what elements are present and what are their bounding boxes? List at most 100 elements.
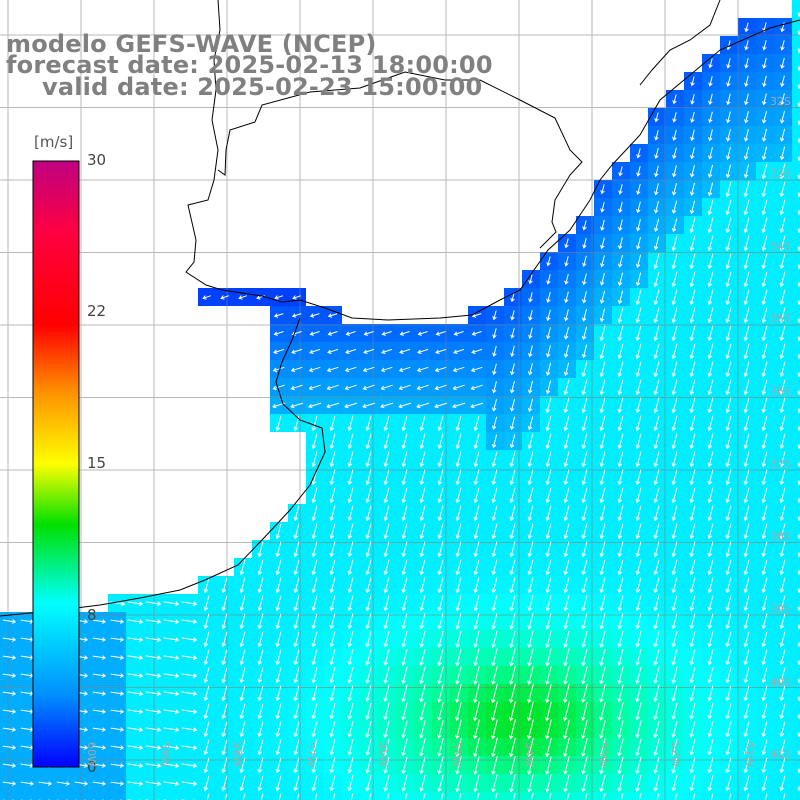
wind-arrow: [653, 738, 660, 757]
wind-arrow: [671, 757, 678, 774]
wind-cell: [540, 792, 558, 800]
wind-arrow: [545, 755, 552, 775]
wind-arrow: [311, 631, 318, 648]
wind-arrow: [309, 331, 320, 336]
wind-arrow: [2, 709, 17, 714]
wind-arrow: [779, 667, 786, 684]
wind-arrow: [470, 366, 483, 373]
wind-arrow: [653, 577, 660, 594]
wind-arrow: [110, 619, 125, 624]
wind-arrow: [599, 272, 605, 286]
wind-arrow: [329, 469, 336, 486]
wind-cell: [252, 792, 270, 800]
wind-arrow: [419, 738, 426, 757]
wind-arrow: [239, 739, 246, 756]
wind-arrow: [92, 709, 107, 714]
wind-arrow: [761, 433, 768, 450]
wind-arrow: [416, 402, 430, 409]
wind-arrow: [545, 523, 552, 540]
wind-cell: [792, 36, 800, 54]
wind-arrow: [672, 94, 677, 105]
wind-arrow: [368, 793, 372, 800]
wind-arrow: [491, 577, 498, 594]
wind-arrow: [689, 200, 696, 215]
wind-arrow: [635, 505, 642, 522]
wind-arrow: [239, 595, 246, 612]
wind-arrow: [653, 415, 660, 432]
wind-arrow: [779, 379, 786, 396]
wind-arrow: [257, 631, 264, 648]
lon-label-57w: 57W: [304, 742, 317, 767]
wind-arrow: [761, 451, 768, 468]
wind-arrow: [492, 363, 497, 376]
wind-arrow: [163, 709, 180, 714]
colorbar-tick-0: 0: [87, 758, 97, 776]
wind-arrow: [458, 792, 462, 800]
wind-arrow: [689, 631, 696, 648]
wind-arrow: [491, 630, 498, 649]
wind-arrow: [290, 366, 303, 373]
wind-arrow: [291, 348, 303, 354]
wind-arrow: [617, 505, 624, 522]
wind-arrow: [617, 325, 624, 342]
wind-arrow: [329, 487, 336, 504]
wind-arrow: [563, 362, 570, 377]
wind-arrow: [362, 366, 375, 373]
wind-arrow: [491, 469, 498, 486]
wind-arrow: [260, 793, 264, 800]
wind-cell: [792, 360, 800, 378]
wind-cell: [378, 792, 396, 800]
wind-arrow: [635, 648, 642, 666]
wind-arrow: [689, 739, 696, 756]
wind-arrow: [635, 684, 642, 703]
wind-arrow: [163, 673, 180, 678]
wind-cell: [792, 378, 800, 396]
wind-arrow: [563, 774, 570, 793]
wind-arrow: [203, 685, 210, 702]
wind-arrow: [545, 613, 552, 630]
wind-arrow: [527, 541, 534, 558]
wind-arrow: [563, 595, 570, 612]
wind-arrow: [635, 254, 642, 269]
wind-arrow: [563, 344, 570, 359]
wind-arrow: [527, 719, 534, 740]
wind-arrow: [726, 93, 731, 106]
wind-arrow: [671, 218, 678, 233]
wind-arrow: [383, 541, 390, 558]
wind-arrow: [599, 595, 606, 612]
wind-arrow: [528, 345, 533, 358]
wind-arrow: [638, 793, 642, 800]
wind-arrow: [761, 685, 768, 702]
wind-arrow: [362, 402, 376, 409]
wind-arrow: [401, 505, 408, 522]
wind-arrow: [363, 331, 374, 336]
wind-arrow: [509, 683, 516, 704]
wind-arrow: [362, 384, 375, 391]
wind-arrow: [347, 595, 354, 612]
wind-arrow: [419, 505, 426, 522]
wind-arrow: [437, 451, 444, 468]
wind-arrow: [548, 792, 552, 800]
wind-arrow: [274, 295, 284, 300]
wind-arrow: [671, 469, 678, 486]
wind-arrow: [491, 434, 498, 449]
wind-arrow: [692, 793, 696, 800]
wind-arrow: [636, 219, 641, 232]
wind-arrow: [221, 685, 228, 702]
wind-arrow: [707, 271, 714, 288]
wind-arrow: [779, 217, 786, 234]
wind-arrow: [654, 112, 659, 123]
wind-arrow: [653, 775, 660, 792]
wind-arrow: [398, 402, 412, 409]
wind-cell: [792, 306, 800, 324]
wind-arrow: [309, 348, 321, 354]
wind-arrow: [110, 637, 125, 642]
wind-arrow: [422, 793, 426, 800]
wind-arrow: [329, 415, 336, 432]
wind-arrow: [689, 253, 696, 270]
wind-cell: [468, 792, 486, 800]
wind-arrow: [437, 577, 444, 594]
wind-arrow: [311, 415, 318, 432]
wind-arrow: [471, 313, 482, 318]
wind-arrow: [581, 756, 588, 775]
